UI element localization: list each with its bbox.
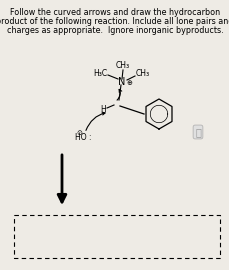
FancyArrowPatch shape — [86, 112, 105, 130]
Text: H: H — [100, 106, 105, 114]
Text: CH₃: CH₃ — [135, 69, 149, 77]
Text: H₃C: H₃C — [93, 69, 106, 77]
Text: ⊙: ⊙ — [76, 130, 82, 136]
Text: Follow the curved arrows and draw the hydrocarbon: Follow the curved arrows and draw the hy… — [10, 8, 219, 17]
Text: CH₃: CH₃ — [115, 62, 129, 70]
FancyArrowPatch shape — [117, 89, 121, 100]
Text: ⧄: ⧄ — [194, 127, 200, 137]
Text: ⊕: ⊕ — [125, 80, 131, 86]
Text: N: N — [118, 77, 125, 87]
Text: product of the following reaction. Include all lone pairs and: product of the following reaction. Inclu… — [0, 17, 229, 26]
Text: charges as appropriate.  Ignore inorganic byproducts.: charges as appropriate. Ignore inorganic… — [7, 26, 222, 35]
Text: HO :: HO : — [75, 133, 91, 143]
